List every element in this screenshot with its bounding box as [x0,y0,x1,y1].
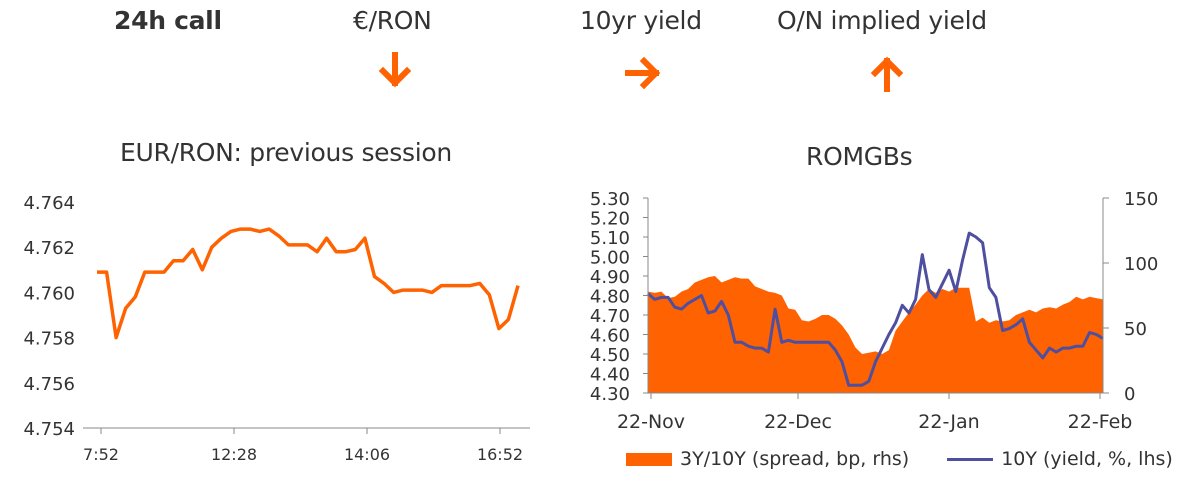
right-y-tick-label: 50 [1124,319,1147,340]
x-tick-label: 7:52 [83,445,119,464]
x-tick-label: 22-Nov [617,411,685,433]
y-tick-label: 4.754 [23,419,75,440]
left-y-tick-label: 4.70 [590,306,630,327]
left-y-tick-label: 4.80 [590,287,630,308]
10yr-yield-label: 10yr yield [580,6,702,35]
arrow-down-icon [378,52,412,93]
y-tick-label: 4.756 [23,374,75,395]
left-y-tick-label: 5.00 [590,248,630,269]
legend-swatch-yield [947,457,994,461]
eur-ron-label: €/RON [353,6,432,35]
y-tick-label: 4.760 [23,283,75,304]
legend-label-spread: 3Y/10Y (spread, bp, rhs) [680,448,910,470]
left-y-tick-label: 4.30 [590,384,630,405]
spread-area [648,276,1103,393]
chart-legend: 3Y/10Y (spread, bp, rhs) 10Y (yield, %, … [626,448,1173,470]
y-tick-label: 4.762 [23,238,75,259]
left-y-tick-label: 4.90 [590,267,630,288]
y-tick-label: 4.758 [23,329,75,350]
eur-ron-series-line [97,227,520,340]
legend-swatch-spread [626,452,672,466]
x-tick-label: 14:06 [344,445,390,464]
left-y-tick-label: 4.60 [590,326,630,347]
arrow-right-icon [624,56,661,95]
left-y-tick-label: 5.20 [590,209,630,230]
x-tick-label: 16:52 [477,445,523,464]
y-tick-label: 4.764 [23,193,75,214]
x-tick-label: 12:28 [211,445,257,464]
x-tick-label: 22-Jan [918,411,979,433]
x-tick-label: 22-Feb [1068,411,1133,433]
eur-ron-chart-title: EUR/RON: previous session [120,138,452,167]
left-y-tick-label: 4.50 [590,345,630,366]
left-y-tick-label: 5.10 [590,228,630,249]
legend-label-yield: 10Y (yield, %, lhs) [1001,448,1173,470]
on-implied-yield-label: O/N implied yield [777,6,987,35]
romgbs-chart-title: ROMGBs [806,142,913,171]
yield-10y-line [647,231,1104,387]
arrow-up-icon [870,56,904,99]
right-y-tick-label: 100 [1124,254,1158,275]
call-label: 24h call [114,6,222,35]
left-y-tick-label: 4.40 [590,365,630,386]
right-y-tick-label: 0 [1124,384,1135,405]
left-y-tick-label: 5.30 [590,189,630,210]
right-y-tick-label: 150 [1124,189,1158,210]
x-tick-label: 22-Dec [764,411,832,433]
